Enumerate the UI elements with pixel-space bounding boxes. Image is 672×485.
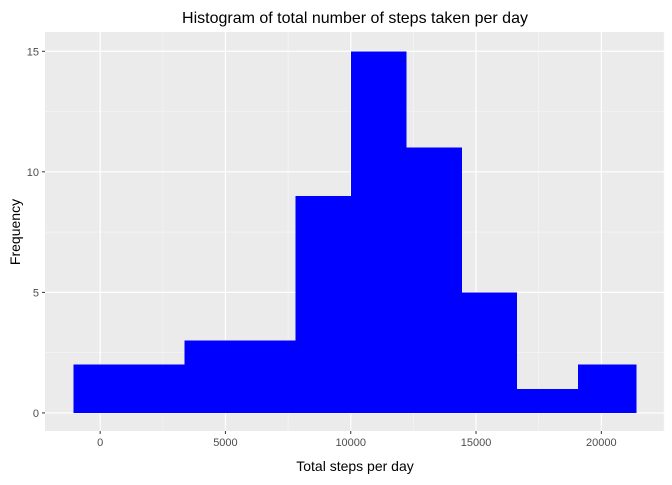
y-axis-ticks: 0 5 10 15 bbox=[27, 46, 45, 420]
histogram-bar bbox=[517, 388, 579, 413]
histogram-bar bbox=[578, 364, 637, 413]
histogram-bar bbox=[184, 340, 296, 413]
x-axis-title: Total steps per day bbox=[296, 458, 414, 474]
histogram-bar bbox=[295, 195, 351, 413]
histogram-bar bbox=[73, 364, 185, 413]
y-tick-label: 5 bbox=[33, 287, 39, 299]
histogram-bar bbox=[461, 292, 518, 413]
x-axis-ticks: 0 5000 10000 15000 20000 bbox=[97, 431, 617, 449]
histogram-bars bbox=[73, 51, 637, 413]
chart-title: Histogram of total number of steps taken… bbox=[182, 10, 528, 27]
y-axis-title: Frequency bbox=[7, 199, 23, 265]
histogram-bar bbox=[406, 147, 462, 413]
x-tick-label: 5000 bbox=[213, 437, 237, 449]
histogram-bar bbox=[350, 51, 407, 413]
x-tick-label: 20000 bbox=[586, 437, 617, 449]
x-tick-label: 0 bbox=[97, 437, 103, 449]
y-tick-label: 15 bbox=[27, 46, 39, 58]
x-tick-label: 15000 bbox=[461, 437, 492, 449]
y-tick-label: 10 bbox=[27, 167, 39, 179]
y-tick-label: 0 bbox=[33, 408, 39, 420]
x-tick-label: 10000 bbox=[335, 437, 366, 449]
